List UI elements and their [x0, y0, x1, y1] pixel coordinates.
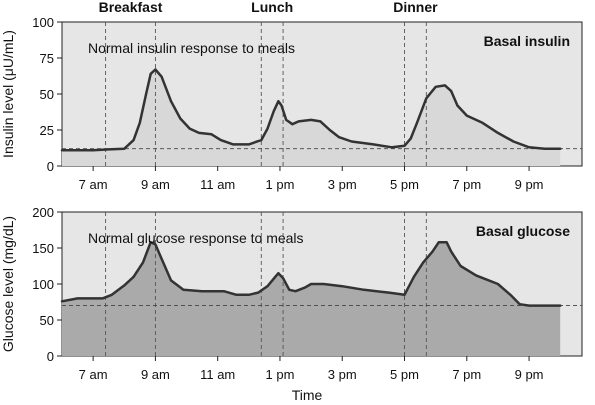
insulin-x-tick-label: 5 pm [390, 177, 419, 192]
insulin-x-tick-label: 3 pm [328, 177, 357, 192]
glucose-y-tick-label: 100 [32, 277, 54, 292]
glucose-x-tick-label: 1 pm [266, 367, 295, 382]
insulin-y-tick-label: 0 [47, 159, 54, 174]
meal-label-lunch: Lunch [251, 0, 293, 15]
glucose-x-tick-label: 3 pm [328, 367, 357, 382]
insulin-basal-label: Basal insulin [484, 33, 570, 49]
insulin-note: Normal insulin response to meals [88, 40, 295, 56]
insulin-x-tick-label: 1 pm [266, 177, 295, 192]
insulin-x-tick-label: 9 pm [515, 177, 544, 192]
meal-labels: Breakfast Lunch Dinner [99, 0, 439, 15]
glucose-y-axis-title: Glucose level (mg/dL) [0, 216, 16, 352]
glucose-x-tick-label: 7 am [79, 367, 108, 382]
glucose-basal-label: Basal glucose [476, 223, 570, 239]
insulin-curve [60, 68, 562, 152]
glucose-panel: 0 50 100 150 200 7 am 9 am 11 am 1 pm 3 pm 5 pm 7 p… [0, 205, 583, 382]
insulin-x-tick-label: 7 pm [452, 177, 481, 192]
meal-label-breakfast: Breakfast [99, 0, 163, 15]
insulin-x-tick-label: 11 am [200, 177, 235, 192]
insulin-panel: 0 25 50 75 100 7 am 9 am 11 am 1 pm 3 pm 5 pm 7 pm 9… [0, 15, 583, 192]
glucose-y-tick-label: 150 [32, 241, 54, 256]
glucose-x-tick-label: 11 am [200, 367, 235, 382]
glucose-area-fill [62, 242, 561, 356]
glucose-x-tick-label: 5 pm [390, 367, 419, 382]
glucose-note: Normal glucose response to meals [88, 230, 304, 246]
insulin-y-tick-label: 50 [40, 87, 54, 102]
insulin-area-fill [62, 69, 561, 166]
meal-label-dinner: Dinner [393, 0, 438, 15]
glucose-x-tick-label: 9 am [141, 367, 170, 382]
glucose-x-tick-label: 9 pm [515, 367, 544, 382]
x-axis-title: Time [292, 387, 323, 403]
glucose-y-tick-label: 200 [32, 205, 54, 220]
insulin-y-tick-label: 75 [40, 51, 54, 66]
insulin-y-axis-title: Insulin level (μU/mL) [0, 30, 16, 158]
insulin-y-tick-label: 100 [32, 15, 54, 30]
glucose-y-tick-label: 50 [40, 313, 54, 328]
insulin-y-tick-label: 25 [40, 123, 54, 138]
glucose-curve [60, 240, 562, 307]
insulin-x-tick-label: 7 am [79, 177, 108, 192]
insulin-x-tick-label: 9 am [141, 177, 170, 192]
glucose-y-tick-label: 0 [47, 349, 54, 364]
glucose-x-tick-label: 7 pm [452, 367, 481, 382]
